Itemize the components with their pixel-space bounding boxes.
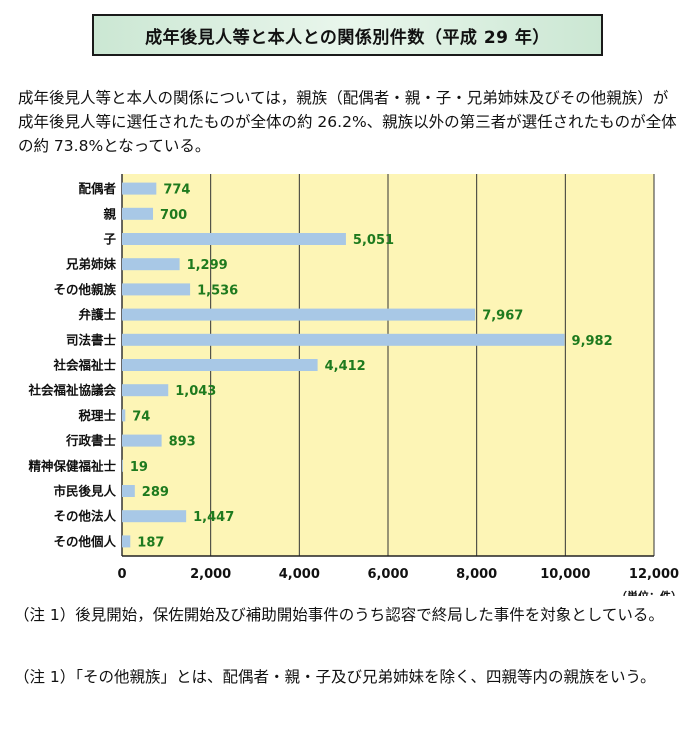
bar [122, 434, 162, 447]
value-label: 7,967 [482, 309, 523, 324]
unit-label: （単位：件） [616, 589, 682, 596]
value-label: 1,536 [197, 283, 238, 298]
x-tick-label: 4,000 [279, 567, 320, 582]
note-2: （注 1）「その他親族」とは、配偶者・親・子及び兄弟姉妹を除く、四親等内の親族を… [14, 668, 656, 686]
value-label: 774 [163, 183, 190, 198]
note-1: （注 1）後見開始，保佐開始及び補助開始事件のうち認容で終局した事件を対象として… [14, 606, 664, 624]
value-labels: 774 700 5,051 1,299 1,536 7,967 9,982 4,412 1,04… [130, 183, 613, 551]
bar [122, 182, 157, 195]
category-label: 兄弟姉妹 [65, 257, 117, 272]
x-tick-label: 0 [117, 567, 126, 582]
category-label: 親 [103, 206, 116, 221]
value-label: 9,982 [572, 334, 613, 349]
value-label: 4,412 [325, 359, 366, 374]
category-label: その他親族 [53, 282, 116, 297]
value-label: 289 [142, 485, 169, 500]
bar [122, 308, 476, 321]
bar [122, 409, 126, 422]
bar [122, 283, 191, 296]
category-label: 配偶者 [78, 181, 116, 196]
x-tick-label: 12,000 [629, 567, 679, 582]
bar [122, 535, 131, 548]
bars [122, 182, 565, 548]
category-label: 司法書士 [66, 332, 117, 347]
page-title: 成年後見人等と本人との関係別件数（平成 29 年） [92, 14, 603, 56]
category-label: 精神保健福祉士 [28, 458, 116, 473]
category-label: 市民後見人 [53, 484, 116, 499]
category-label: 子 [103, 232, 116, 247]
bar [122, 459, 123, 472]
bar [122, 510, 187, 523]
value-label: 187 [137, 535, 164, 550]
bar [122, 384, 169, 397]
x-tick-label: 8,000 [456, 567, 497, 582]
category-label: その他個人 [53, 534, 116, 549]
value-label: 893 [169, 435, 196, 450]
x-tick-label: 10,000 [540, 567, 590, 582]
value-label: 5,051 [353, 233, 394, 248]
x-tick-labels: 0 2,000 4,000 6,000 8,000 10,000 12,000 [117, 567, 679, 582]
bar [122, 233, 346, 245]
category-label: その他法人 [53, 509, 116, 524]
category-label: 弁護士 [78, 307, 116, 322]
value-label: 74 [132, 409, 150, 424]
category-label: 税理士 [78, 408, 116, 423]
value-label: 1,447 [193, 510, 234, 525]
x-tick-label: 6,000 [367, 567, 408, 582]
bar [122, 485, 135, 497]
category-label: 行政書士 [65, 433, 117, 448]
bar [122, 333, 565, 346]
bar-chart: 配偶者親子兄弟姉妹その他親族弁護士司法書士社会福祉士社会福祉協議会税理士行政書士… [27, 174, 682, 596]
bar [122, 359, 318, 371]
category-label: 社会福祉協議会 [27, 383, 116, 398]
bar [122, 258, 180, 271]
page-title-text: 成年後見人等と本人との関係別件数（平成 29 年） [145, 27, 550, 48]
bar [122, 207, 154, 220]
category-label: 社会福祉士 [52, 358, 116, 373]
x-tick-label: 2,000 [190, 567, 231, 582]
value-label: 19 [130, 460, 148, 475]
value-label: 1,043 [175, 384, 216, 399]
intro-paragraph: 成年後見人等と本人の関係については，親族（配偶者・親・子・兄弟姉妹及びその他親族… [18, 89, 677, 155]
category-labels: 配偶者親子兄弟姉妹その他親族弁護士司法書士社会福祉士社会福祉協議会税理士行政書士… [27, 181, 116, 549]
value-label: 700 [160, 208, 187, 223]
value-label: 1,299 [187, 258, 228, 273]
